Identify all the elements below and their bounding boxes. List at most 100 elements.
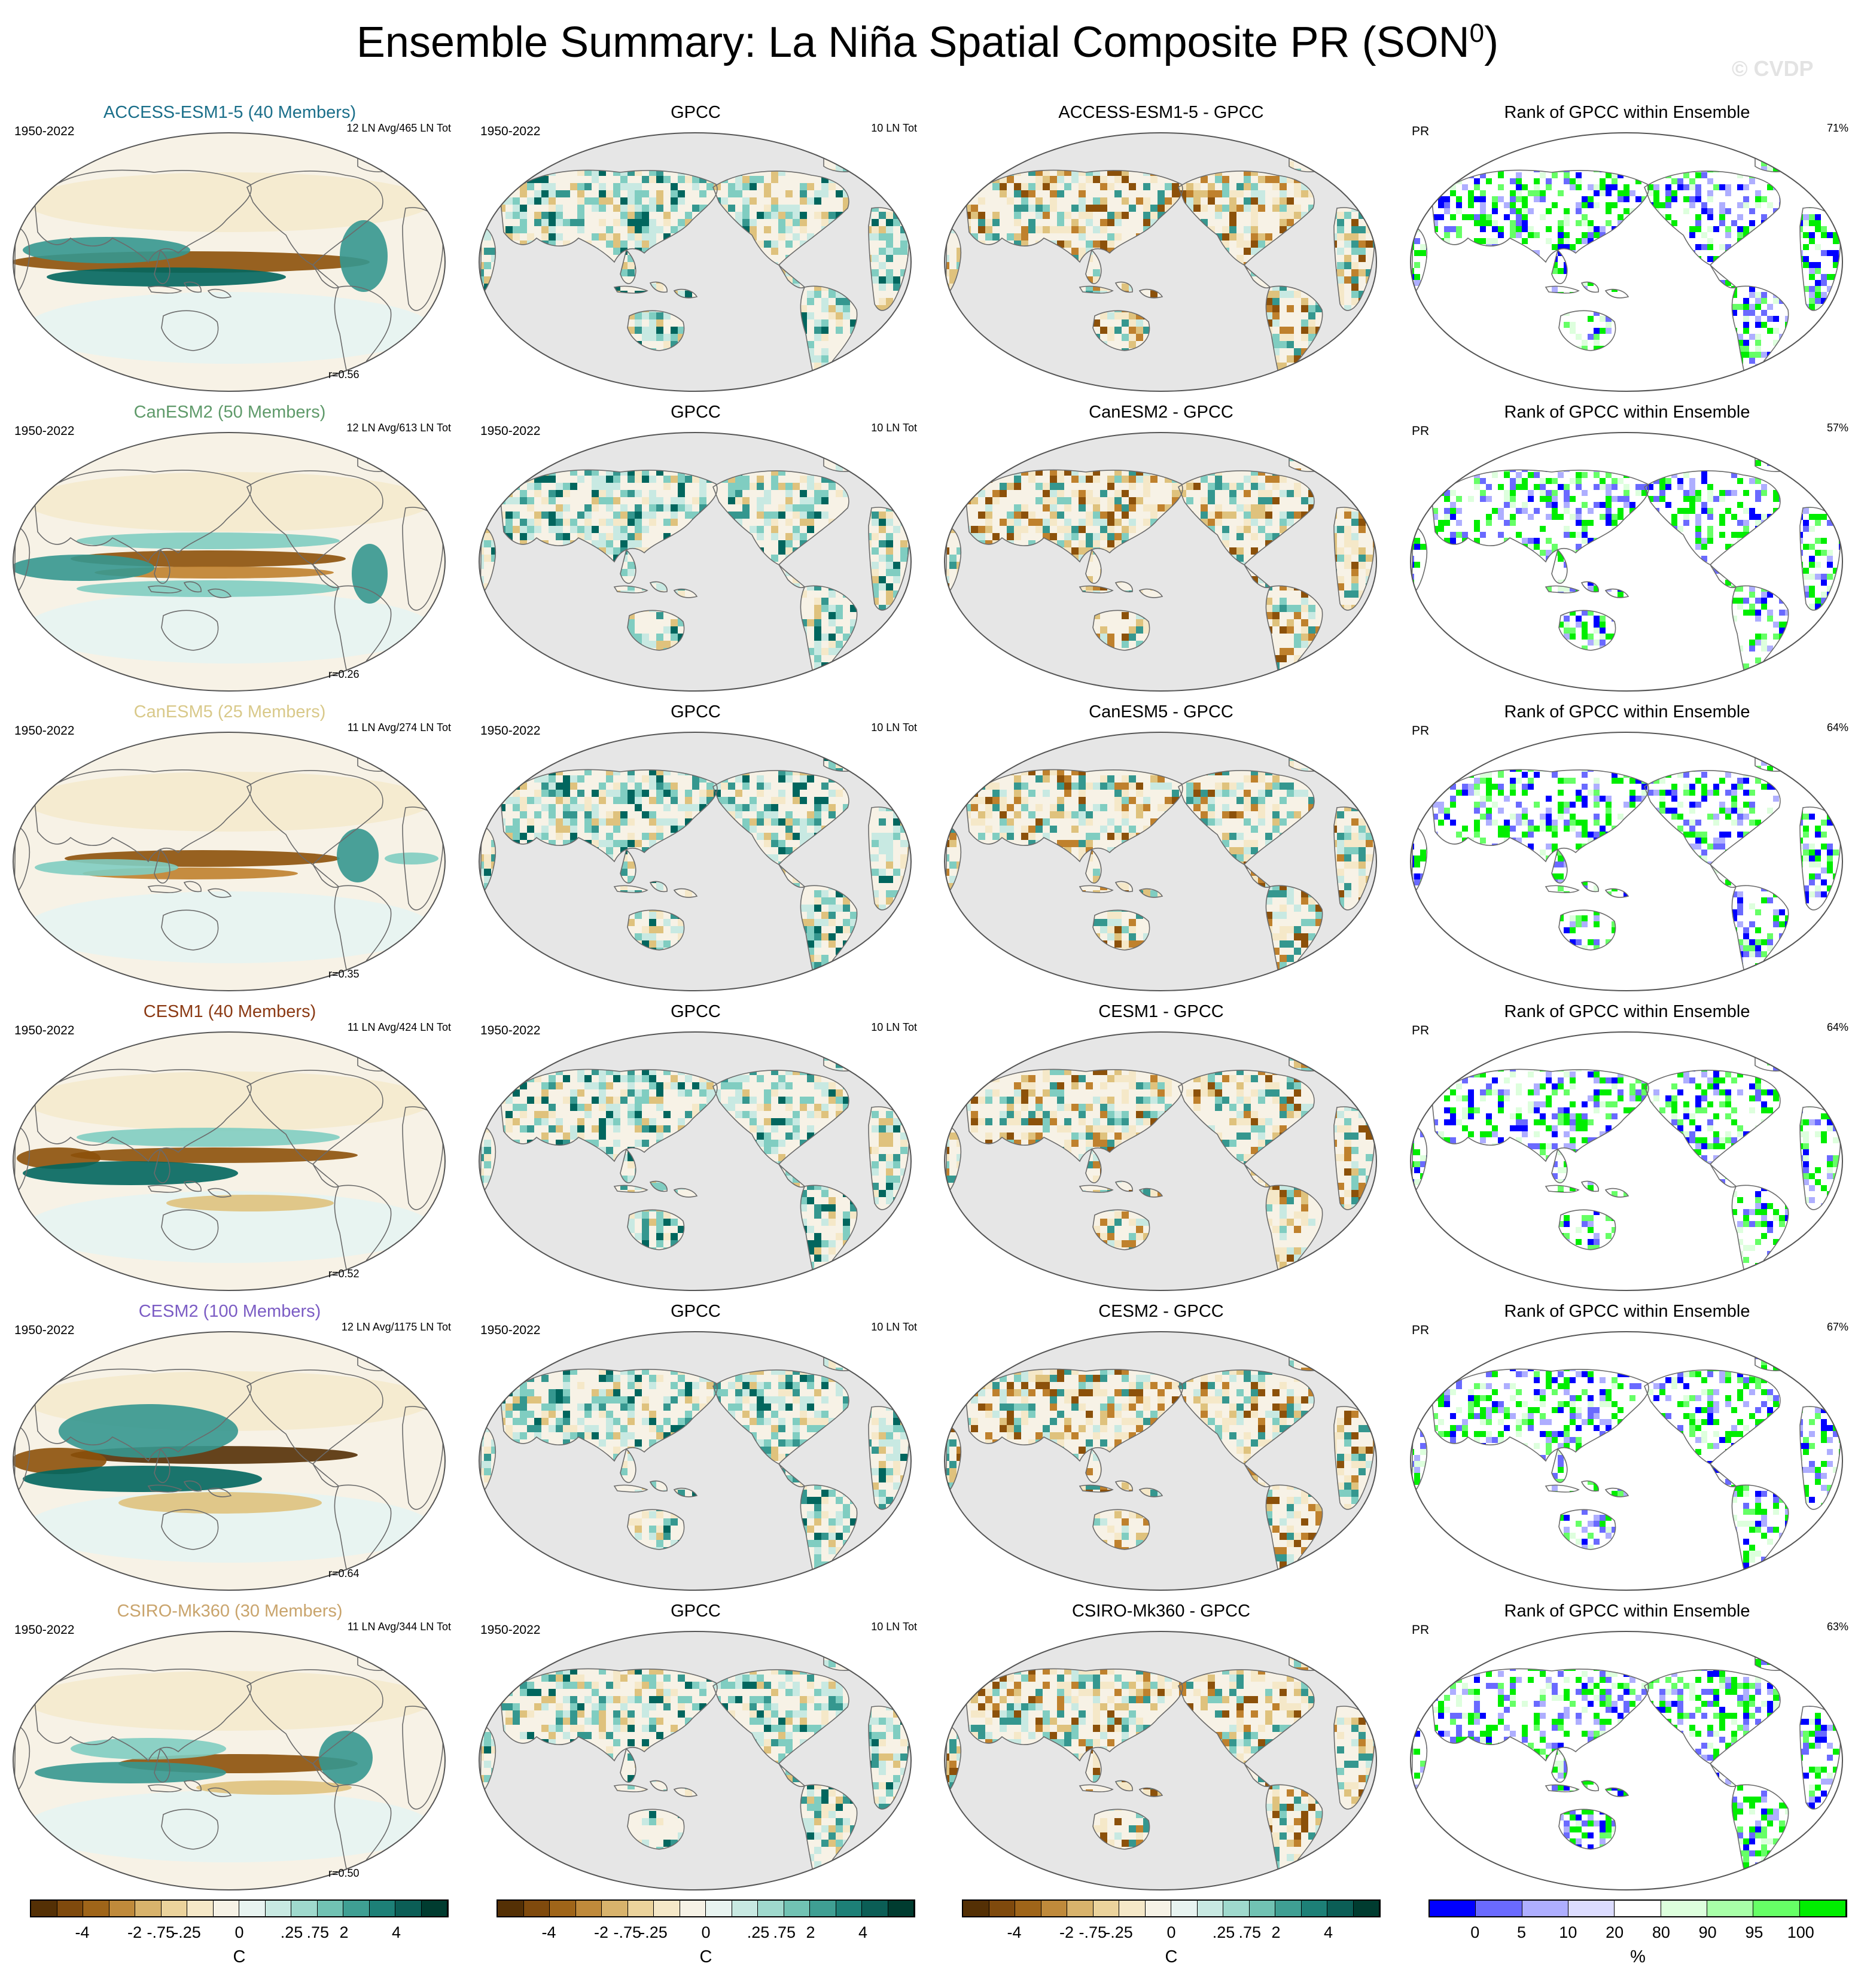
variable-label: PR xyxy=(1412,1323,1429,1338)
colorbar-swatch xyxy=(31,1901,57,1916)
event-count-label: 12 LN Avg/465 LN Tot xyxy=(347,122,451,135)
colorbar-labels: -4 -2 -.75 -.25 0 .25.75 2 4 xyxy=(30,1923,449,1947)
ocean-background xyxy=(945,1631,1376,1890)
variable-label: PR xyxy=(1412,724,1429,738)
rank-title: Rank of GPCC within Ensemble xyxy=(1400,103,1854,123)
colorbar-tick-label: 80 xyxy=(1652,1923,1670,1942)
anomaly-pattern xyxy=(352,544,388,604)
event-count-label: 10 LN Tot xyxy=(871,1621,917,1633)
coastline xyxy=(154,848,170,884)
coastline xyxy=(147,1784,182,1792)
model-title: ACCESS-ESM1-5 (40 Members) xyxy=(2,103,457,123)
coastline xyxy=(246,1070,383,1165)
colorbar-swatch xyxy=(523,1901,550,1916)
panel-model-row-4: CESM1 (40 Members) 1950-2022 11 LN Avg/424… xyxy=(2,1000,457,1299)
figure-title: Ensemble Summary: La Niña Spatial Compos… xyxy=(0,18,1855,67)
panel-model-row-1: ACCESS-ESM1-5 (40 Members) 1950-2022 12 LN… xyxy=(2,101,457,400)
colorbar-tick-label: 4 xyxy=(858,1923,867,1942)
obs-map xyxy=(479,1331,912,1591)
model-map xyxy=(13,1331,446,1591)
colorbar-model: -4 -2 -.75 -.25 0 .25.75 2 4 C xyxy=(30,1899,449,1971)
colorbar-unit: C xyxy=(233,1947,246,1967)
colorbar-boxes xyxy=(30,1899,449,1917)
model-map xyxy=(13,1631,446,1890)
coastline xyxy=(34,1368,252,1462)
coastline xyxy=(1545,585,1580,593)
coastline xyxy=(1604,288,1629,299)
coastline xyxy=(1079,285,1114,294)
diff-map xyxy=(944,1031,1377,1291)
coastline xyxy=(1431,1368,1649,1462)
coastline xyxy=(246,770,383,865)
ocean-background xyxy=(1411,732,1842,991)
anomaly-pattern xyxy=(35,859,178,876)
coastline xyxy=(1545,1484,1580,1493)
coastline xyxy=(1580,281,1599,293)
colorbar-tick-label: 10 xyxy=(1559,1923,1577,1942)
panel-diff-row-1: ACCESS-ESM1-5 - GPCC xyxy=(934,101,1388,400)
event-count-label: 12 LN Avg/613 LN Tot xyxy=(347,422,451,434)
pattern-correlation-label: r=0.26 xyxy=(328,668,360,681)
period-label: 1950-2022 xyxy=(480,1024,540,1038)
ocean-background xyxy=(945,133,1376,391)
coastline xyxy=(1138,888,1163,898)
colorbar-swatch xyxy=(291,1901,318,1916)
event-count-label: 10 LN Tot xyxy=(871,422,917,434)
period-label: 1950-2022 xyxy=(14,424,74,439)
anomaly-pattern xyxy=(23,237,190,263)
coastline xyxy=(1558,310,1616,351)
anomaly-pattern xyxy=(77,580,340,597)
coastline xyxy=(627,1509,685,1550)
colorbar-swatch xyxy=(1327,1901,1354,1916)
event-count-label: 10 LN Tot xyxy=(871,1021,917,1034)
colorbar-swatch xyxy=(369,1901,395,1916)
coastline xyxy=(627,1209,685,1250)
panel-rank-row-5: Rank of GPCC within Ensemble PR 67% xyxy=(1400,1299,1854,1599)
coastline xyxy=(1431,1668,1649,1762)
panel-rank-row-2: Rank of GPCC within Ensemble PR 57% xyxy=(1400,400,1854,699)
colorbar-swatch xyxy=(1568,1901,1615,1916)
colorbar-swatch xyxy=(1476,1901,1522,1916)
coastline xyxy=(965,169,1183,263)
coastline xyxy=(1138,1188,1163,1198)
variable-label: PR xyxy=(1412,1024,1429,1038)
event-count-label: 11 LN Avg/274 LN Tot xyxy=(348,721,451,734)
colorbar-tick-label: -.25 xyxy=(173,1923,201,1942)
ocean-background xyxy=(945,1332,1376,1590)
colorbar-tick-label: -.75 xyxy=(1079,1923,1107,1942)
pattern-correlation-label: r=0.52 xyxy=(328,1268,360,1280)
obs-title: GPCC xyxy=(468,1602,923,1621)
colorbar-boxes xyxy=(497,1899,915,1917)
anomaly-pattern xyxy=(23,1466,262,1492)
colorbar-tick-label: -.25 xyxy=(1105,1923,1133,1942)
coastline xyxy=(161,1809,219,1850)
coastline xyxy=(649,581,668,593)
colorbar-swatch xyxy=(602,1901,628,1916)
coastline xyxy=(1138,1787,1163,1797)
colorbar-swatch xyxy=(1615,1901,1661,1916)
panel-obs-row-4: GPCC 1950-2022 10 LN Tot xyxy=(468,1000,923,1299)
rank-percent-label: 64% xyxy=(1827,1021,1848,1034)
panel-rank-row-4: Rank of GPCC within Ensemble PR 64% xyxy=(1400,1000,1854,1299)
event-count-label: 10 LN Tot xyxy=(871,721,917,734)
colorbar-tick-label: .75 xyxy=(306,1923,329,1942)
coastline xyxy=(1545,1185,1580,1193)
rank-percent-label: 57% xyxy=(1827,422,1848,434)
panel-diff-row-2: CanESM2 - GPCC xyxy=(934,400,1388,699)
diff-title: CanESM5 - GPCC xyxy=(934,702,1388,722)
coastline xyxy=(1580,1480,1599,1492)
colorbar-swatch xyxy=(1353,1901,1379,1916)
period-label: 1950-2022 xyxy=(14,1323,74,1338)
coastline xyxy=(1580,881,1599,893)
coastline xyxy=(1551,249,1568,284)
coastline xyxy=(1114,1180,1133,1192)
coastline xyxy=(673,1188,698,1198)
coastline xyxy=(246,1369,383,1465)
colorbar-swatch xyxy=(1015,1901,1041,1916)
period-label: 1950-2022 xyxy=(14,1024,74,1038)
colorbar-swatch xyxy=(135,1901,162,1916)
diff-title: ACCESS-ESM1-5 - GPCC xyxy=(934,103,1388,123)
colorbar-swatch xyxy=(810,1901,836,1916)
coastline xyxy=(1114,881,1133,893)
colorbar-swatch xyxy=(1753,1901,1800,1916)
